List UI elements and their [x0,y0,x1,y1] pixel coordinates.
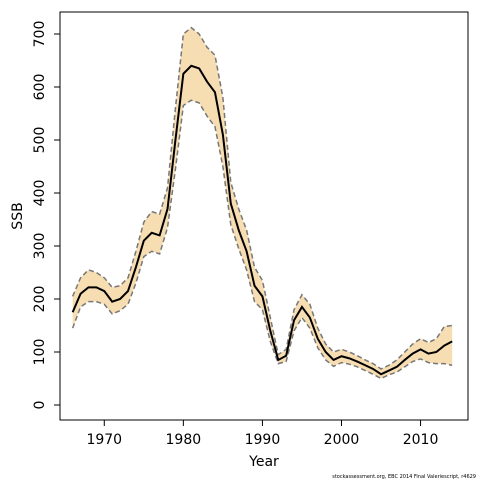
y-tick-label: 0 [32,401,48,410]
x-tick-label: 1980 [166,432,202,448]
upper-bound [71,26,453,370]
lower-bound [71,99,453,380]
y-tick-label: 300 [32,233,48,260]
y-tick-label: 200 [32,286,48,313]
ssb-line [71,64,453,376]
y-tick-label: 600 [32,74,48,101]
y-tick-label: 100 [32,339,48,366]
x-axis-label: Year [248,454,279,470]
y-tick-label: 400 [32,180,48,207]
x-tick-label: 1990 [245,432,281,448]
x-tick-label: 2010 [403,432,439,448]
y-axis-label: SSB [10,202,26,229]
footnote: stockassessment.org, EBC 2014 Final Vale… [332,474,476,480]
x-tick-label: 1970 [86,432,122,448]
y-tick-label: 700 [32,21,48,48]
plot-frame [59,11,469,421]
x-tick-label: 2000 [324,432,360,448]
confidence-band [72,27,453,379]
y-tick-label: 500 [32,127,48,154]
